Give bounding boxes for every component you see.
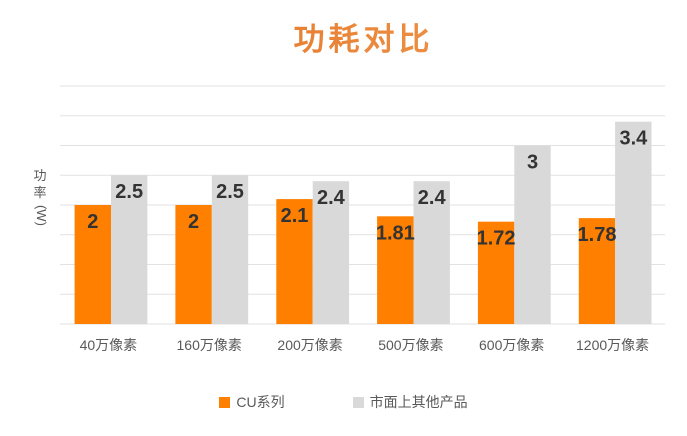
svg-text:2.5: 2.5 [115, 181, 143, 203]
svg-text:2.4: 2.4 [418, 187, 447, 209]
svg-text:200万像素: 200万像素 [277, 337, 342, 353]
svg-text:160万像素: 160万像素 [177, 337, 242, 353]
svg-text:3.4: 3.4 [619, 128, 648, 150]
svg-text:500万像素: 500万像素 [378, 337, 443, 353]
svg-text:1.81: 1.81 [376, 222, 415, 244]
svg-text:40万像素: 40万像素 [80, 337, 138, 353]
svg-text:2: 2 [188, 211, 199, 233]
svg-text:1.72: 1.72 [477, 228, 516, 250]
svg-text:2.4: 2.4 [317, 187, 346, 209]
svg-text:1.78: 1.78 [578, 224, 617, 246]
svg-text:2.5: 2.5 [216, 181, 244, 203]
svg-text:600万像素: 600万像素 [479, 337, 544, 353]
svg-text:3: 3 [527, 152, 538, 174]
svg-text:1200万像素: 1200万像素 [576, 337, 649, 353]
svg-text:2: 2 [87, 211, 98, 233]
svg-text:2.1: 2.1 [281, 205, 309, 227]
